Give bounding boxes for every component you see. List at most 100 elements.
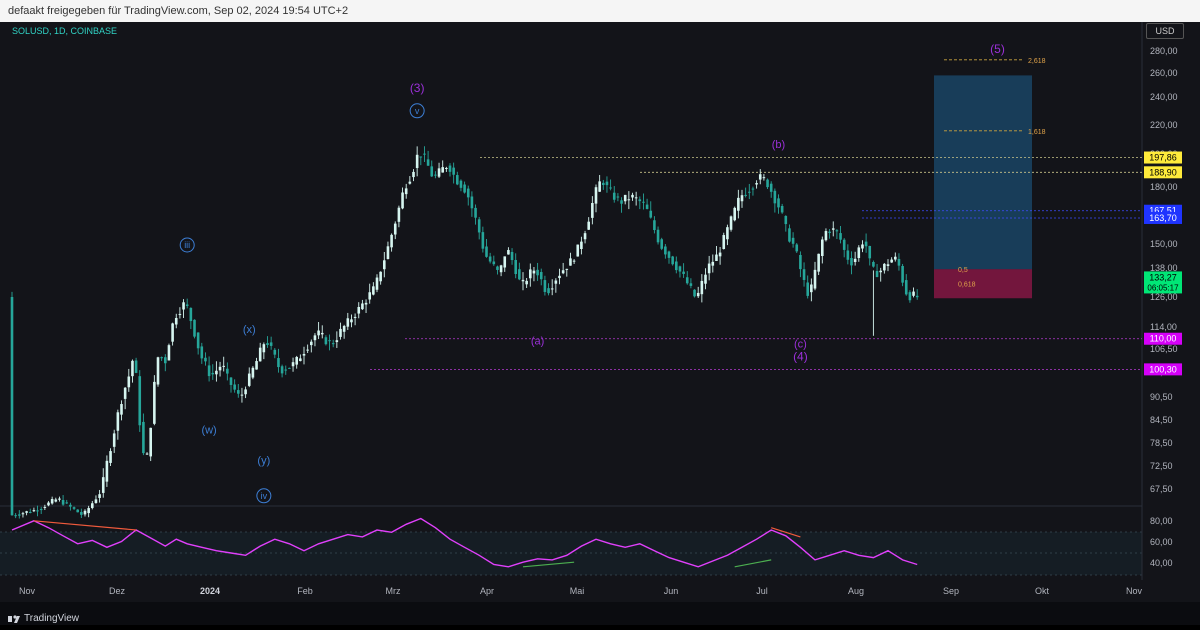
candle-body — [583, 233, 587, 240]
candle-body — [72, 507, 76, 509]
candle-body — [401, 192, 404, 209]
price-axis-tick: 67,50 — [1150, 484, 1173, 494]
candle-body — [656, 229, 660, 243]
candle-body — [196, 332, 200, 349]
candle-body — [536, 269, 539, 276]
candle-body — [244, 389, 247, 395]
candle-body — [696, 292, 700, 297]
candle-body — [299, 358, 302, 362]
level-price-text: 167,51 — [1149, 206, 1177, 216]
candle-body — [346, 318, 350, 327]
candle-body — [258, 347, 262, 362]
level-price-tag — [1144, 363, 1182, 376]
candle-body — [310, 341, 313, 346]
candle-body — [481, 232, 485, 249]
time-axis-tick: Mai — [570, 586, 585, 596]
candle-body — [755, 183, 758, 185]
wave-label: (5) — [990, 42, 1005, 56]
bearish-divergence-line — [33, 520, 137, 531]
currency-button[interactable]: USD — [1146, 23, 1184, 39]
candle-body — [547, 288, 550, 294]
candle-body — [134, 360, 138, 373]
candle-body — [795, 244, 799, 252]
candle-body — [580, 241, 583, 249]
candle-body — [521, 279, 525, 282]
candle-body — [667, 251, 671, 258]
rsi-axis-tick: 60,00 — [1150, 537, 1173, 547]
price-axis-tick: 90,50 — [1150, 392, 1173, 402]
candle-body — [897, 259, 901, 266]
candle-body — [700, 280, 704, 295]
candle-body — [189, 307, 193, 322]
candle-body — [594, 187, 598, 204]
tradingview-icon — [8, 614, 20, 623]
candle-body — [824, 231, 828, 241]
candle-body — [105, 460, 109, 482]
candle-body — [853, 258, 857, 262]
price-chart[interactable]: 2,618 1,618 0,5 0,618 (3) v (b) (5) iii (x) (a) (c)… — [0, 0, 1200, 602]
candle-body — [94, 499, 98, 503]
tradingview-logo[interactable]: TradingView — [8, 607, 79, 630]
candle-body — [18, 514, 21, 516]
candle-body — [565, 268, 569, 270]
candle-body — [109, 451, 112, 463]
candle-body — [806, 282, 809, 296]
fib-label: 2,618 — [1028, 58, 1046, 65]
candle-body — [218, 366, 222, 371]
candle-body — [470, 196, 474, 209]
candle-body — [503, 256, 507, 268]
chart-area[interactable] — [0, 22, 1200, 602]
wave-label: iv — [261, 491, 268, 501]
level-price-tag — [1144, 332, 1182, 345]
candle-body — [879, 270, 882, 273]
candle-body — [200, 346, 204, 359]
candle-body — [861, 244, 864, 249]
candle-body — [302, 353, 306, 356]
level-price-text: 110,00 — [1150, 334, 1177, 344]
price-axis-tick: 126,00 — [1150, 292, 1178, 302]
candle-body — [167, 345, 171, 361]
candle-body — [518, 269, 521, 280]
candle-body — [817, 253, 820, 272]
candle-body — [335, 340, 339, 343]
candle-body — [419, 156, 423, 158]
wave-label: v — [415, 106, 420, 116]
candle-body — [791, 237, 795, 244]
time-axis-tick: Feb — [297, 586, 313, 596]
wave-label: (w) — [201, 424, 216, 436]
candle-body — [247, 373, 251, 386]
candle-body — [828, 231, 831, 233]
time-axis-tick: Aug — [848, 586, 864, 596]
time-axis-tick: Nov — [1126, 586, 1143, 596]
candle-body — [773, 190, 777, 204]
candle-body — [383, 260, 386, 270]
candle-body — [576, 244, 580, 257]
candle-body — [554, 280, 558, 284]
share-header: defaakt freigegeben für TradingView.com,… — [0, 0, 1200, 22]
candle-body — [288, 367, 291, 369]
time-axis-tick: Nov — [19, 586, 36, 596]
candle-body — [386, 246, 390, 259]
candle-body — [631, 194, 634, 198]
candle-body — [361, 303, 364, 310]
candle-body — [598, 181, 601, 192]
candle-body — [185, 304, 189, 306]
candle-body — [91, 503, 94, 509]
candle-body — [331, 343, 335, 345]
candle-body — [609, 187, 612, 189]
candle-body — [353, 316, 357, 318]
candle-body — [375, 277, 379, 290]
level-price-text: 163,70 — [1149, 213, 1177, 223]
current-price-tag — [1144, 271, 1182, 294]
candle-body — [291, 362, 295, 367]
countdown-text: 06:05:17 — [1147, 283, 1179, 292]
candle-body — [306, 349, 309, 351]
wave-label-circle — [179, 237, 195, 253]
candle-body — [415, 154, 419, 169]
candle-body — [412, 171, 415, 178]
target-zone-box — [934, 75, 1032, 270]
candle-body — [342, 325, 346, 332]
candle-body — [426, 159, 430, 166]
candle-body — [529, 269, 532, 279]
candle-body — [813, 269, 817, 289]
